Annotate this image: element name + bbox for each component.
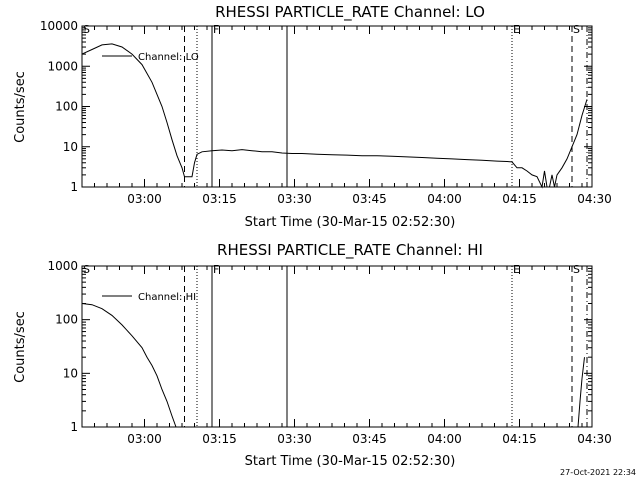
series-line-lo xyxy=(81,43,588,189)
marker-label-lo: S xyxy=(573,23,580,36)
x-axis-label-hi: Start Time (30-Mar-15 02:52:30) xyxy=(245,454,456,469)
y-tick-label-hi: 100 xyxy=(55,313,78,327)
marker-label-hi: S xyxy=(573,263,580,276)
x-tick-label-lo: 04:15 xyxy=(502,192,537,206)
x-tick-label-hi: 03:45 xyxy=(352,432,387,446)
y-tick-label-hi: 1000 xyxy=(47,259,78,273)
marker-label-hi: S xyxy=(83,263,90,276)
y-tick-label-lo: 100 xyxy=(55,100,78,114)
plot-frame-hi xyxy=(81,265,593,428)
x-tick-label-hi: 04:00 xyxy=(427,432,462,446)
marker-label-hi: F xyxy=(213,263,219,276)
x-tick-label-lo: 03:15 xyxy=(202,192,237,206)
x-tick-label-hi: 04:30 xyxy=(577,432,612,446)
x-tick-label-lo: 03:30 xyxy=(277,192,312,206)
legend-label-lo: Channel: LO xyxy=(138,52,199,63)
x-tick-label-lo: 03:00 xyxy=(127,192,162,206)
y-tick-label-lo: 1000 xyxy=(47,59,78,73)
marker-label-lo: F xyxy=(213,23,219,36)
x-tick-label-hi: 04:15 xyxy=(502,432,537,446)
marker-label-lo: E xyxy=(513,23,520,36)
x-tick-label-lo: 03:45 xyxy=(352,192,387,206)
plot-frame-lo xyxy=(81,25,593,188)
x-tick-label-hi: 03:00 xyxy=(127,432,162,446)
x-tick-label-hi: 03:30 xyxy=(277,432,312,446)
x-tick-label-lo: 04:30 xyxy=(577,192,612,206)
marker-label-lo: S xyxy=(83,23,90,36)
legend-label-hi: Channel: HI xyxy=(138,292,196,303)
footer-timestamp: 27-Oct-2021 22:34 xyxy=(560,468,636,477)
series-line-hi xyxy=(81,303,585,428)
y-tick-label-hi: 10 xyxy=(63,366,78,380)
y-axis-label-hi: Counts/sec xyxy=(13,311,28,383)
x-tick-label-hi: 03:15 xyxy=(202,432,237,446)
chart-title-lo: RHESSI PARTICLE_RATE Channel: LO xyxy=(215,3,485,22)
y-tick-label-lo: 10 xyxy=(63,140,78,154)
y-tick-label-hi: 1 xyxy=(70,420,78,434)
x-tick-label-lo: 04:00 xyxy=(427,192,462,206)
y-tick-label-lo: 10000 xyxy=(40,19,78,33)
chart-title-hi: RHESSI PARTICLE_RATE Channel: HI xyxy=(217,241,483,260)
chart-panel-hi: RHESSI PARTICLE_RATE Channel: HI Start T… xyxy=(13,241,612,469)
y-tick-label-lo: 1 xyxy=(70,180,78,194)
chart-panel-lo: RHESSI PARTICLE_RATE Channel: LO Start T… xyxy=(13,3,612,230)
x-axis-label-lo: Start Time (30-Mar-15 02:52:30) xyxy=(245,215,456,230)
marker-label-hi: E xyxy=(513,263,520,276)
y-axis-label-lo: Counts/sec xyxy=(13,71,28,143)
